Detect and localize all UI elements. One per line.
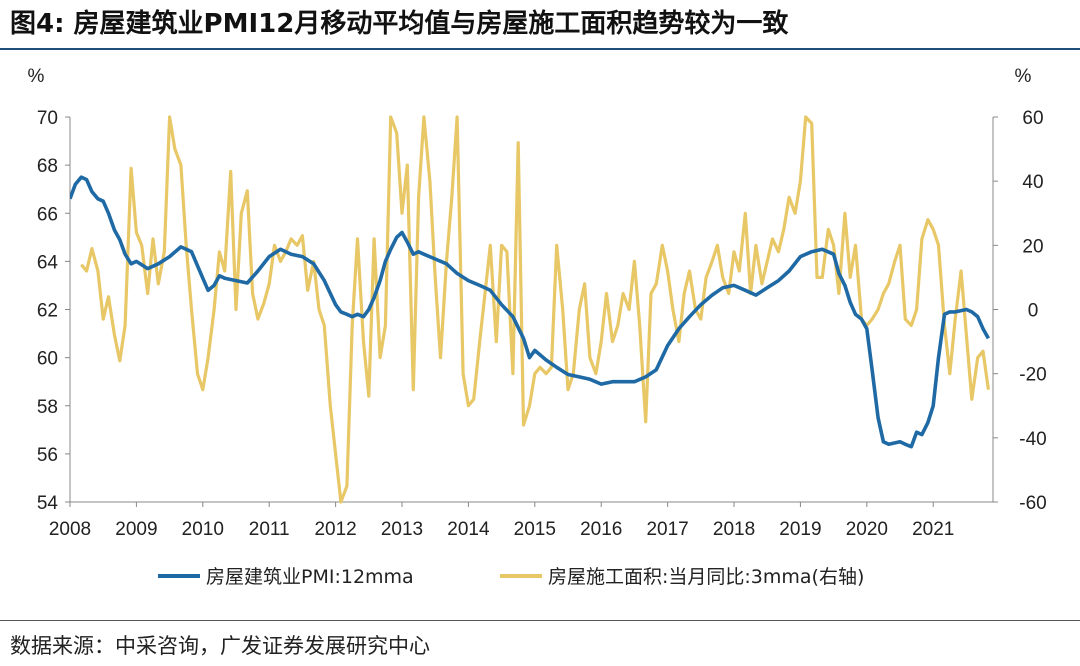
right-tick-label: -40 — [1019, 429, 1046, 450]
x-tick-label: 2020 — [846, 519, 888, 540]
x-tick-label: 2017 — [646, 519, 688, 540]
left-tick-label: 62 — [37, 301, 58, 322]
x-tick-label: 2014 — [447, 519, 490, 540]
left-tick-label: 56 — [37, 445, 58, 466]
chart-legend: 房屋建筑业PMI:12mma 房屋施工面积:当月同比:3mma(右轴) — [158, 566, 864, 588]
x-tick-label: 2016 — [580, 519, 622, 540]
series-construction-area-line — [80, 115, 990, 504]
left-tick-label: 66 — [37, 204, 58, 225]
x-tick-label: 2021 — [912, 519, 954, 540]
left-tick-label: 54 — [37, 493, 59, 514]
x-tick-label: 2011 — [249, 519, 290, 540]
legend-label-pmi: 房屋建筑业PMI:12mma — [206, 566, 414, 588]
title-divider — [0, 48, 1080, 50]
left-tick-label: 58 — [37, 397, 58, 418]
source-note: 数据来源：中采咨询，广发证券发展研究中心 — [10, 634, 430, 658]
left-axis-unit: % — [28, 66, 45, 87]
x-tick-label: 2008 — [49, 519, 91, 540]
right-axis-unit: % — [1015, 66, 1032, 87]
x-tick-label: 2010 — [182, 519, 224, 540]
chart-series — [70, 115, 990, 504]
line-chart: % % 70 68 66 64 62 60 58 56 54 60 40 20 0 -20 -40 -60 2008… — [28, 66, 1047, 588]
left-tick-label: 68 — [37, 156, 58, 177]
legend-label-construction-area: 房屋施工面积:当月同比:3mma(右轴) — [548, 566, 864, 588]
series-pmi-line — [70, 175, 990, 449]
right-tick-label: -20 — [1019, 365, 1046, 386]
left-tick-label: 70 — [37, 108, 58, 129]
left-tick-label: 60 — [37, 349, 58, 370]
right-tick-label: 0 — [1028, 301, 1039, 322]
right-tick-label: 40 — [1022, 172, 1043, 193]
x-tick-label: 2013 — [381, 519, 423, 540]
x-tick-label: 2019 — [779, 519, 821, 540]
x-tick-label: 2012 — [314, 519, 356, 540]
right-tick-label: -60 — [1019, 493, 1046, 514]
left-tick-label: 64 — [37, 252, 59, 273]
x-tick-label: 2015 — [514, 519, 556, 540]
chart-title: 图4: 房屋建筑业PMI12月移动平均值与房屋施工面积趋势较为一致 — [10, 9, 789, 39]
x-tick-label: 2018 — [713, 519, 755, 540]
chart-axes: % % 70 68 66 64 62 60 58 56 54 60 40 20 0 -20 -40 -60 2008… — [28, 66, 1047, 540]
right-tick-label: 20 — [1022, 236, 1043, 257]
right-tick-label: 60 — [1022, 108, 1043, 129]
source-divider — [0, 620, 1080, 621]
x-tick-label: 2009 — [115, 519, 157, 540]
